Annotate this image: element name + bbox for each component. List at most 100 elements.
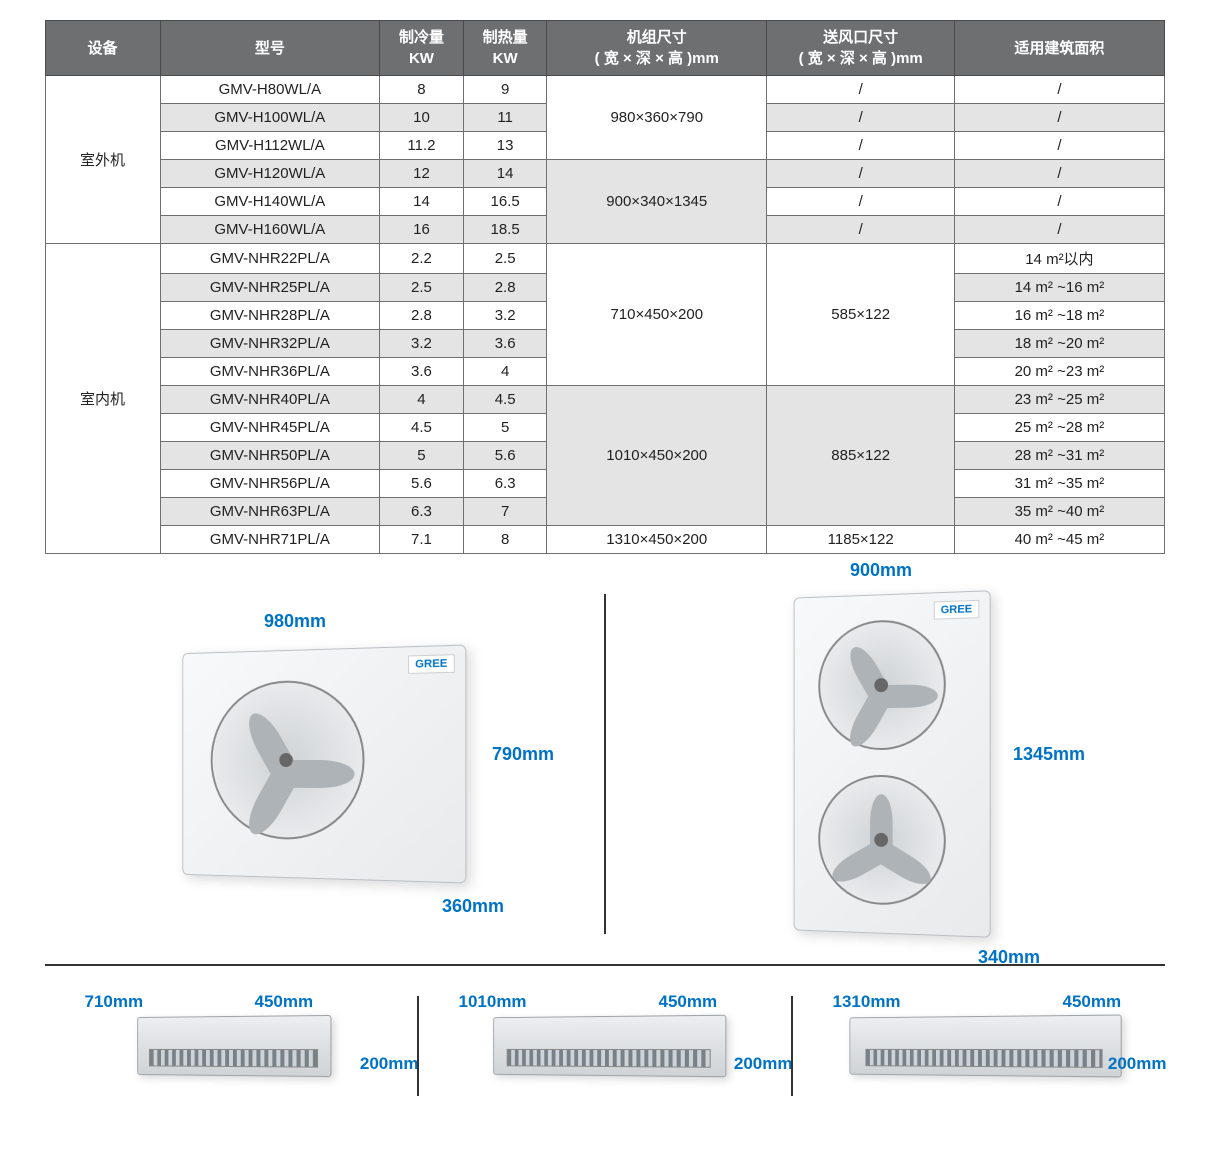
- th-area: 适用建筑面积: [955, 21, 1164, 76]
- cell-area: 40 m² ~45 m²: [955, 526, 1164, 554]
- cell-unitsize: 1010×450×200: [547, 386, 767, 526]
- dim-width: 900mm: [850, 560, 912, 581]
- cell-cool: 3.2: [380, 330, 464, 358]
- cell-heat: 3.2: [463, 302, 547, 330]
- cell-outlet: /: [767, 188, 955, 216]
- cell-unitsize: 980×360×790: [547, 76, 767, 160]
- cell-model: GMV-H80WL/A: [160, 76, 380, 104]
- cell-area: 16 m² ~18 m²: [955, 302, 1164, 330]
- indoor-diagram: 710mm 450mm 200mm: [45, 996, 417, 1096]
- cell-heat: 4: [463, 358, 547, 386]
- cell-heat: 6.3: [463, 470, 547, 498]
- indoor-unit: [849, 1014, 1121, 1077]
- dim-depth: 340mm: [978, 947, 1040, 968]
- cell-area: 20 m² ~23 m²: [955, 358, 1164, 386]
- outdoor-small-unit: GREE: [182, 644, 466, 883]
- cell-heat: 5: [463, 414, 547, 442]
- cell-heat: 9: [463, 76, 547, 104]
- cell-cool: 3.6: [380, 358, 464, 386]
- cell-model: GMV-NHR40PL/A: [160, 386, 380, 414]
- cell-outlet: /: [767, 160, 955, 188]
- dim-height: 790mm: [492, 744, 554, 765]
- cell-unitsize: 1310×450×200: [547, 526, 767, 554]
- cell-cool: 16: [380, 216, 464, 244]
- dim-width: 710mm: [85, 992, 144, 1012]
- cell-cool: 5: [380, 442, 464, 470]
- cell-heat: 8: [463, 526, 547, 554]
- th-unit: 机组尺寸( 宽 × 深 × 高 )mm: [547, 21, 767, 76]
- dim-depth: 450mm: [255, 992, 314, 1012]
- cell-unitsize: 710×450×200: [547, 244, 767, 386]
- indoor-diagram: 1010mm 450mm 200mm: [417, 996, 791, 1096]
- cell-outlet: /: [767, 132, 955, 160]
- outdoor-large-diagram: 900mm GREE 1345mm 340mm: [616, 594, 1165, 934]
- cell-model: GMV-H160WL/A: [160, 216, 380, 244]
- cell-outlet: /: [767, 76, 955, 104]
- category-cell: 室外机: [45, 76, 160, 244]
- table-row: GMV-NHR71PL/A7.181310×450×2001185×12240 …: [45, 526, 1164, 554]
- cell-area: 35 m² ~40 m²: [955, 498, 1164, 526]
- cell-area: 14 m² ~16 m²: [955, 274, 1164, 302]
- cell-cool: 8: [380, 76, 464, 104]
- cell-area: /: [955, 216, 1164, 244]
- indoor-diagram: 1310mm 450mm 200mm: [791, 996, 1165, 1096]
- cell-area: /: [955, 132, 1164, 160]
- cell-area: 23 m² ~25 m²: [955, 386, 1164, 414]
- cell-cool: 4.5: [380, 414, 464, 442]
- cell-cool: 6.3: [380, 498, 464, 526]
- cell-cool: 10: [380, 104, 464, 132]
- outdoor-small-diagram: 980mm GREE 790mm 360mm: [45, 594, 594, 934]
- cell-area: /: [955, 76, 1164, 104]
- cell-area: 18 m² ~20 m²: [955, 330, 1164, 358]
- brand-logo: GREE: [934, 600, 980, 620]
- cell-outlet: 885×122: [767, 386, 955, 526]
- cell-model: GMV-NHR36PL/A: [160, 358, 380, 386]
- cell-model: GMV-NHR28PL/A: [160, 302, 380, 330]
- cell-cool: 2.5: [380, 274, 464, 302]
- dim-depth: 450mm: [1063, 992, 1122, 1012]
- dim-width: 1010mm: [459, 992, 527, 1012]
- dim-depth: 360mm: [442, 896, 504, 917]
- cell-cool: 11.2: [380, 132, 464, 160]
- outdoor-large-unit: GREE: [794, 590, 991, 938]
- cell-model: GMV-NHR32PL/A: [160, 330, 380, 358]
- cell-model: GMV-NHR50PL/A: [160, 442, 380, 470]
- cell-model: GMV-NHR63PL/A: [160, 498, 380, 526]
- table-row: GMV-H120WL/A1214900×340×1345//: [45, 160, 1164, 188]
- cell-heat: 5.6: [463, 442, 547, 470]
- spec-table: 设备 型号 制冷量KW 制热量KW 机组尺寸( 宽 × 深 × 高 )mm 送风…: [45, 20, 1165, 554]
- category-cell: 室内机: [45, 244, 160, 554]
- cell-area: 25 m² ~28 m²: [955, 414, 1164, 442]
- dim-width: 980mm: [264, 611, 326, 632]
- cell-cool: 5.6: [380, 470, 464, 498]
- cell-heat: 18.5: [463, 216, 547, 244]
- th-model: 型号: [160, 21, 380, 76]
- cell-area: /: [955, 188, 1164, 216]
- cell-model: GMV-H100WL/A: [160, 104, 380, 132]
- cell-cool: 2.8: [380, 302, 464, 330]
- table-row: GMV-NHR40PL/A44.51010×450×200885×12223 m…: [45, 386, 1164, 414]
- cell-cool: 4: [380, 386, 464, 414]
- dim-height: 200mm: [1108, 1054, 1167, 1074]
- dim-height: 200mm: [360, 1054, 419, 1074]
- cell-outlet: /: [767, 104, 955, 132]
- cell-unitsize: 900×340×1345: [547, 160, 767, 244]
- cell-heat: 4.5: [463, 386, 547, 414]
- th-cooling: 制冷量KW: [380, 21, 464, 76]
- cell-cool: 14: [380, 188, 464, 216]
- cell-model: GMV-NHR25PL/A: [160, 274, 380, 302]
- cell-outlet: /: [767, 216, 955, 244]
- dim-height: 200mm: [734, 1054, 793, 1074]
- cell-area: /: [955, 104, 1164, 132]
- cell-heat: 16.5: [463, 188, 547, 216]
- table-row: 室外机GMV-H80WL/A89980×360×790//: [45, 76, 1164, 104]
- th-device: 设备: [45, 21, 160, 76]
- cell-model: GMV-NHR71PL/A: [160, 526, 380, 554]
- cell-cool: 12: [380, 160, 464, 188]
- cell-model: GMV-H120WL/A: [160, 160, 380, 188]
- cell-cool: 7.1: [380, 526, 464, 554]
- cell-area: 31 m² ~35 m²: [955, 470, 1164, 498]
- cell-area: /: [955, 160, 1164, 188]
- dim-width: 1310mm: [833, 992, 901, 1012]
- cell-heat: 7: [463, 498, 547, 526]
